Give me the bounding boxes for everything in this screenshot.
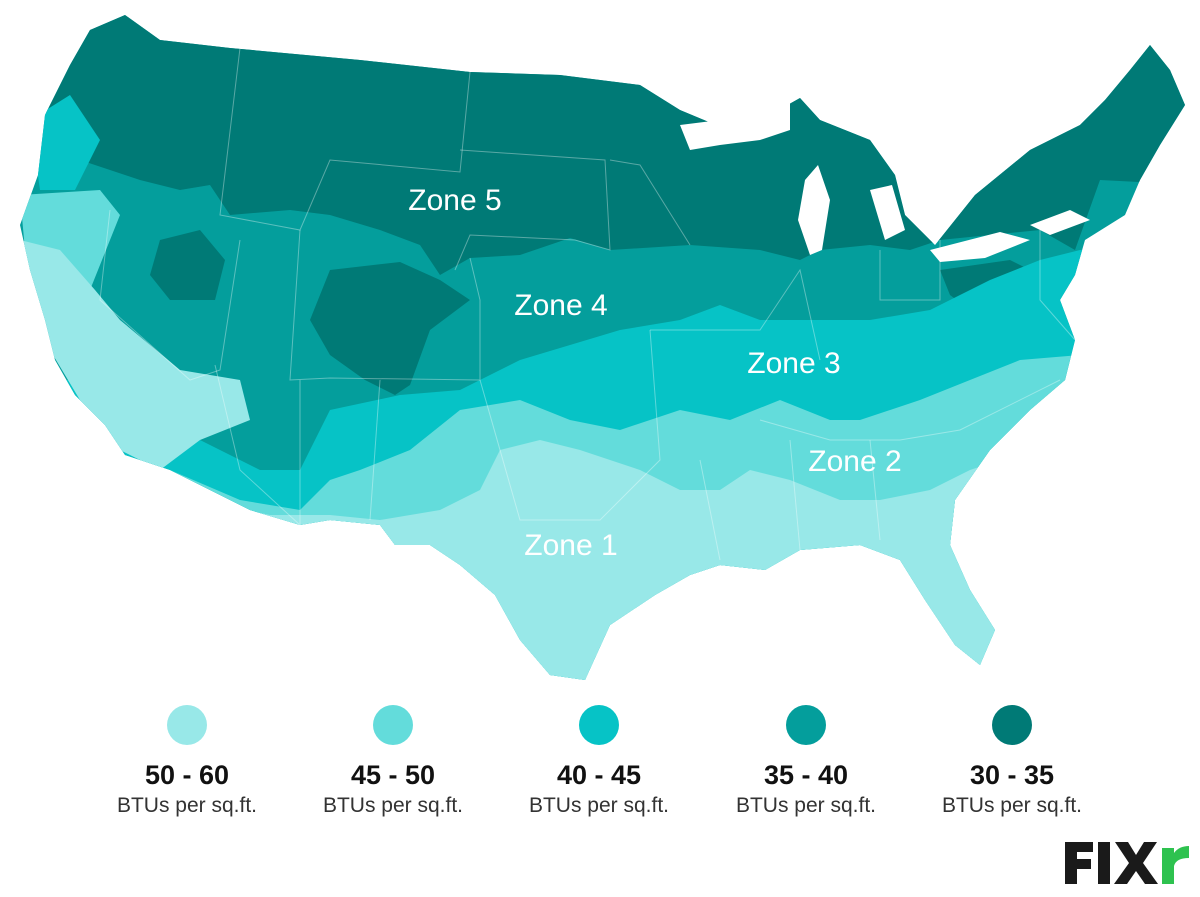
legend-range: 50 - 60 [144,760,230,790]
legend-swatch [992,705,1032,745]
legend-unit: BTUs per sq.ft. [735,794,877,817]
zone-5-label: Zone 5 [408,184,502,217]
legend-unit: BTUs per sq.ft. [528,794,670,817]
zone-1-area [20,440,1185,680]
legend-swatch [786,705,826,745]
zone-2-label: Zone 2 [808,445,902,478]
legend-item-45-50: 45 - 50 BTUs per sq.ft. [293,705,493,821]
legend-unit: BTUs per sq.ft. [116,794,258,817]
legend-unit: BTUs per sq.ft. [322,794,464,817]
legend-item-50-60: 50 - 60 BTUs per sq.ft. [87,705,287,821]
legend-swatch [167,705,207,745]
zone-3-label: Zone 3 [747,347,841,380]
zone-4-label: Zone 4 [514,289,608,322]
zone-3-area [30,95,100,190]
legend-swatch [373,705,413,745]
legend-unit: BTUs per sq.ft. [941,794,1083,817]
state-boundaries [99,47,1076,561]
zone-5-area [310,262,470,395]
legend-swatch [579,705,619,745]
zone-1-label: Zone 1 [524,529,618,562]
legend-range: 40 - 45 [556,760,642,790]
us-climate-zone-map [20,15,1185,680]
legend-item-40-45: 40 - 45 BTUs per sq.ft. [499,705,699,821]
legend-range: 30 - 35 [969,760,1055,790]
legend: 50 - 60 BTUs per sq.ft. 45 - 50 BTUs per… [0,700,1200,840]
fixr-logo [1065,842,1189,884]
great-lakes [680,100,1090,262]
legend-item-30-35: 30 - 35 BTUs per sq.ft. [912,705,1112,821]
legend-range: 35 - 40 [763,760,849,790]
zone-5-area [150,230,225,300]
legend-range: 45 - 50 [350,760,436,790]
legend-item-35-40: 35 - 40 BTUs per sq.ft. [706,705,906,821]
zone-1-area [20,240,250,470]
